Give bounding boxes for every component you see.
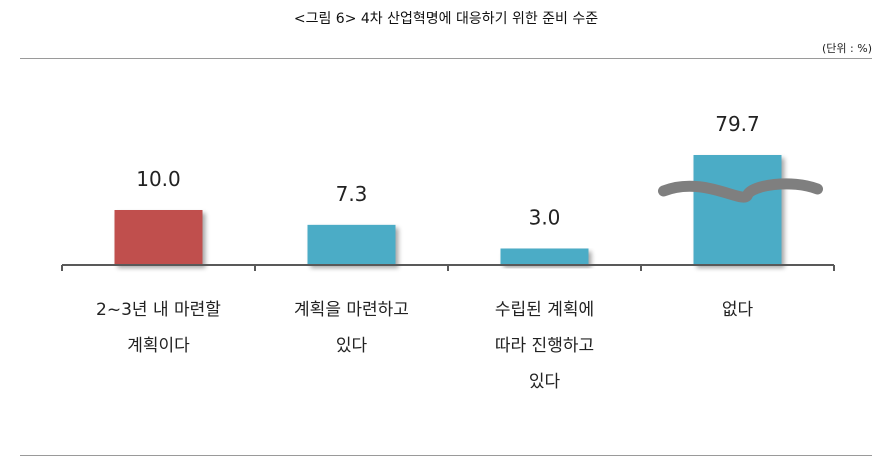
value-label-4: 79.7 (715, 112, 760, 136)
bar-2 (307, 224, 396, 265)
bar-1 (114, 210, 203, 265)
chart-title: <그림 6> 4차 산업혁명에 대응하기 위한 준비 수준 (293, 11, 599, 27)
unit-label: (단위 : %) (822, 42, 872, 55)
value-label-2: 7.3 (336, 182, 368, 206)
category-label-line: 있다 (528, 372, 561, 392)
category-label-line: 계획이다 (127, 336, 190, 356)
axis-break-mark (658, 178, 823, 203)
value-label-3: 3.0 (529, 206, 561, 230)
value-label-1: 10.0 (136, 167, 181, 191)
category-label-line: 2~3년 내 마련할 (96, 300, 221, 320)
category-label-line: 없다 (721, 300, 754, 320)
top-rule (20, 58, 872, 59)
category-label-line: 계획을 마련하고 (294, 300, 409, 320)
bottom-rule (20, 455, 872, 456)
category-label-line: 수립된 계획에 (494, 300, 595, 320)
category-label-4: 없다 (643, 292, 833, 328)
category-label-line: 따라 진행하고 (494, 336, 595, 356)
bar-3 (500, 248, 589, 265)
category-label-line: 있다 (335, 336, 368, 356)
bar-4 (693, 155, 782, 265)
